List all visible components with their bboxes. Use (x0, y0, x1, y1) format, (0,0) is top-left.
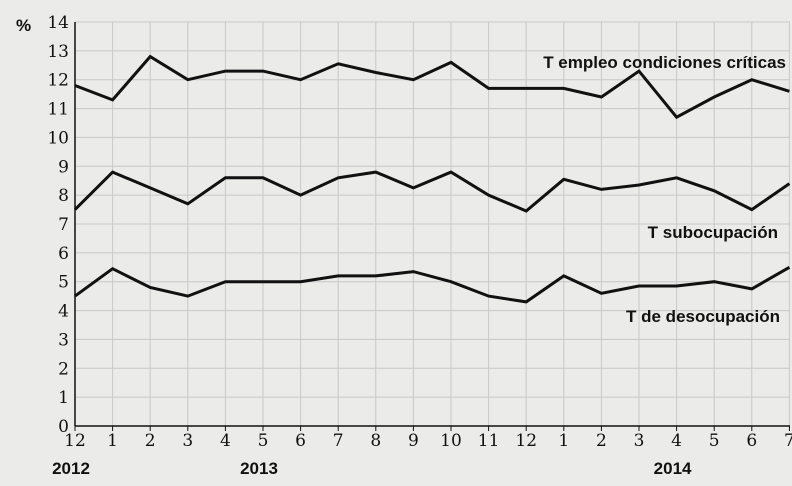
x-tick-label: 6 (295, 431, 306, 451)
y-tick-label: 2 (58, 359, 69, 379)
x-tick-label: 2 (596, 431, 607, 451)
y-tick-label: 9 (58, 157, 69, 177)
x-tick-label: 2 (145, 431, 156, 451)
y-tick-label: 11 (47, 100, 69, 120)
y-tick-label: 3 (58, 330, 69, 350)
y-tick-label: 6 (58, 244, 69, 264)
x-tick-label: 1 (558, 431, 569, 451)
x-tick-label: 7 (333, 431, 344, 451)
x-tick-label: 7 (784, 431, 792, 451)
x-tick-label: 9 (408, 431, 419, 451)
x-tick-label: 5 (258, 431, 269, 451)
y-tick-label: 7 (58, 215, 69, 235)
series-label: T subocupación (648, 223, 778, 242)
x-tick-label: 4 (220, 431, 231, 451)
y-tick-label: 4 (58, 302, 69, 322)
x-tick-label: 12 (64, 431, 86, 451)
year-label: 2013 (240, 459, 278, 478)
x-tick-label: 12 (515, 431, 537, 451)
x-tick-label: 10 (440, 431, 462, 451)
x-tick-label: 5 (709, 431, 720, 451)
year-label: 2012 (52, 459, 90, 478)
x-tick-label: 8 (370, 431, 381, 451)
y-tick-label: 8 (58, 186, 69, 206)
series-label: T empleo condiciones críticas (543, 53, 786, 72)
y-tick-label: 5 (58, 273, 69, 293)
y-unit-label: % (16, 16, 31, 35)
y-tick-label: 14 (47, 13, 69, 33)
x-tick-label: 3 (634, 431, 645, 451)
x-tick-label: 3 (182, 431, 193, 451)
series-label: T de desocupación (626, 307, 780, 326)
x-tick-label: 11 (478, 431, 500, 451)
x-tick-label: 1 (107, 431, 118, 451)
y-tick-label: 1 (58, 388, 69, 408)
y-tick-label: 13 (47, 42, 69, 62)
x-tick-label: 6 (746, 431, 757, 451)
y-tick-label: 10 (47, 128, 69, 148)
y-tick-label: 12 (47, 71, 69, 91)
x-tick-label: 4 (671, 431, 682, 451)
year-label: 2014 (654, 459, 692, 478)
